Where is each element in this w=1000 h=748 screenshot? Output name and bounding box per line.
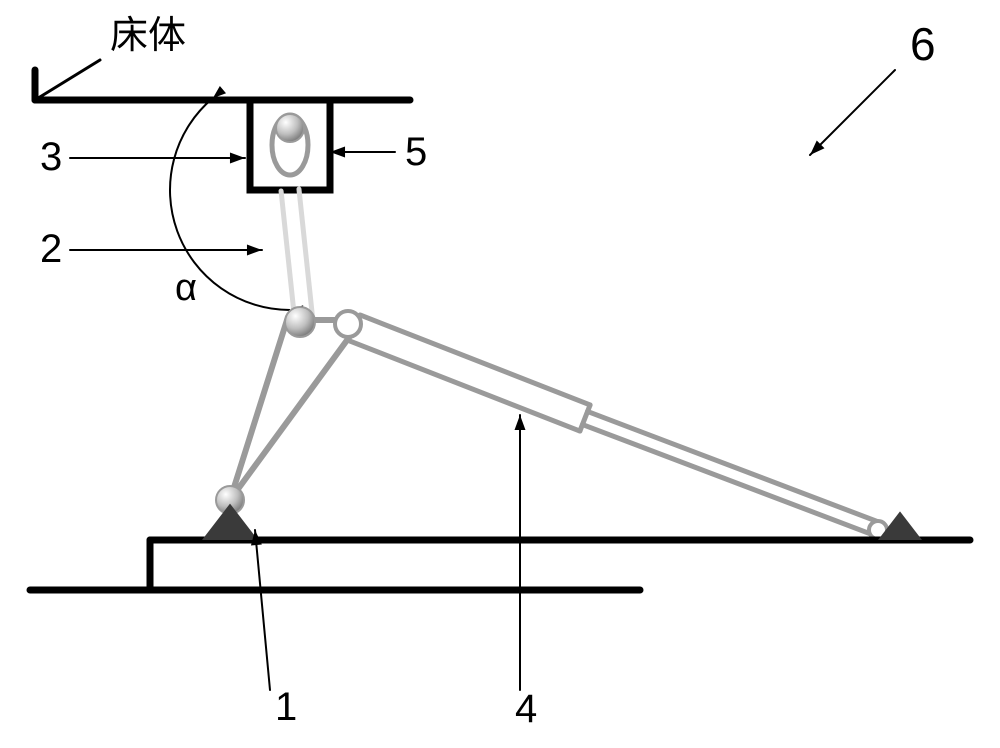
svg-text:6: 6 — [910, 18, 936, 70]
svg-text:床体: 床体 — [110, 15, 186, 57]
svg-text:5: 5 — [405, 130, 427, 174]
svg-text:4: 4 — [515, 687, 537, 731]
svg-text:α: α — [175, 267, 197, 309]
svg-text:2: 2 — [40, 227, 62, 271]
svg-text:1: 1 — [275, 685, 297, 729]
svg-text:3: 3 — [40, 135, 62, 179]
